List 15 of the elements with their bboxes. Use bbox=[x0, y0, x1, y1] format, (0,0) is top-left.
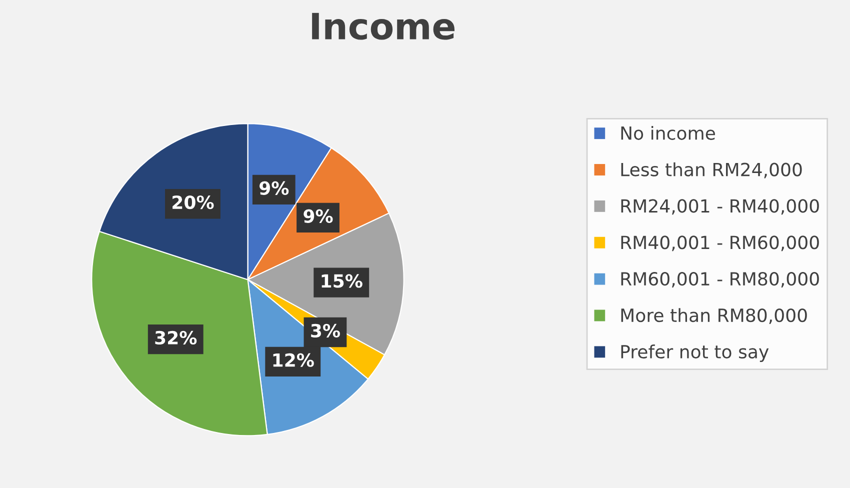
legend-label: More than RM80,000 bbox=[621, 308, 807, 324]
data-label: 3% bbox=[311, 324, 340, 338]
legend-label: RM40,001 - RM60,000 bbox=[621, 236, 819, 252]
chart-title: Income bbox=[312, 12, 454, 40]
data-label: 15% bbox=[322, 274, 362, 288]
data-label: 32% bbox=[155, 330, 197, 345]
data-label: 9% bbox=[260, 181, 289, 195]
legend-label: Prefer not to say bbox=[621, 344, 769, 362]
data-label: 20% bbox=[172, 195, 214, 210]
data-label: 12% bbox=[273, 353, 314, 367]
legend-label: Less than RM24,000 bbox=[621, 162, 802, 178]
data-label: 9% bbox=[304, 209, 333, 223]
legend-label: RM24,001 - RM40,000 bbox=[621, 199, 819, 215]
legend-label: No income bbox=[621, 126, 715, 140]
legend-label: RM60,001 - RM80,000 bbox=[621, 272, 819, 288]
